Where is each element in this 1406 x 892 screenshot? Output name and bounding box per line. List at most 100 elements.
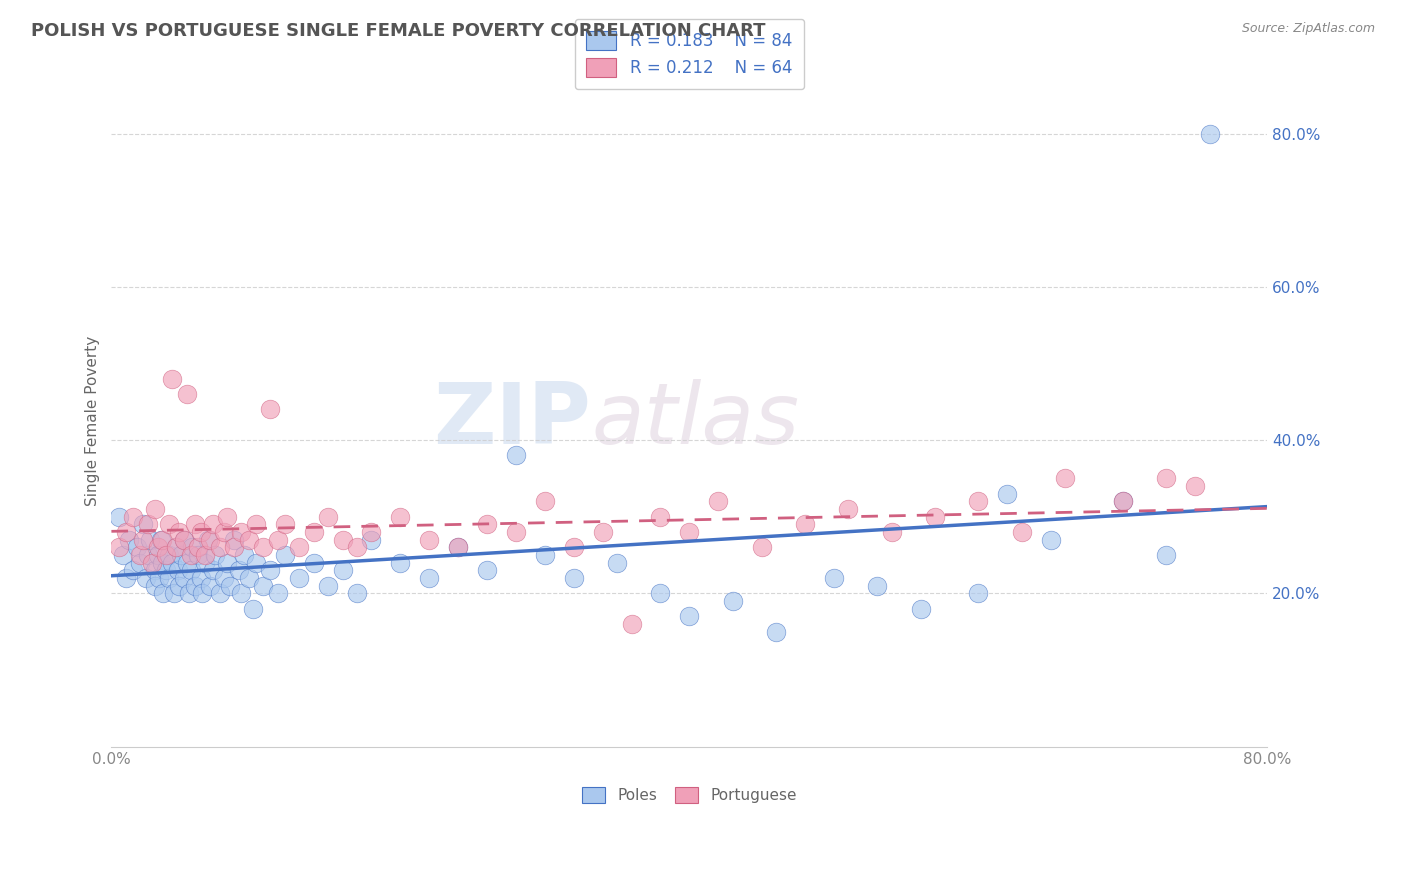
Point [259, 563, 281, 577]
Point [173, 571, 195, 585]
Point [302, 556, 325, 570]
Point [157, 571, 180, 585]
Point [1112, 494, 1135, 508]
Point [212, 571, 235, 585]
Point [534, 548, 557, 562]
Point [181, 541, 204, 555]
Point [346, 586, 368, 600]
Point [562, 541, 585, 555]
Point [127, 541, 149, 555]
Point [707, 494, 730, 508]
Point [1154, 548, 1177, 562]
Point [118, 533, 141, 547]
Point [332, 563, 354, 577]
Point [107, 541, 129, 555]
Point [187, 541, 209, 555]
Point [165, 541, 187, 555]
Point [228, 563, 250, 577]
Legend: Poles, Portuguese: Poles, Portuguese [574, 780, 804, 811]
Point [592, 525, 614, 540]
Point [170, 548, 193, 562]
Point [143, 563, 166, 577]
Point [967, 494, 990, 508]
Point [201, 517, 224, 532]
Point [150, 533, 173, 547]
Point [447, 541, 470, 555]
Point [1198, 127, 1220, 141]
Point [924, 509, 946, 524]
Point [389, 509, 412, 524]
Point [173, 533, 195, 547]
Point [204, 548, 226, 562]
Point [155, 548, 177, 562]
Point [157, 517, 180, 532]
Point [650, 509, 672, 524]
Point [167, 563, 190, 577]
Point [146, 548, 169, 562]
Point [198, 579, 221, 593]
Point [115, 571, 138, 585]
Point [238, 533, 260, 547]
Point [201, 563, 224, 577]
Point [346, 541, 368, 555]
Point [194, 548, 217, 562]
Point [418, 533, 440, 547]
Point [160, 372, 183, 386]
Point [160, 556, 183, 570]
Point [136, 548, 159, 562]
Point [187, 548, 209, 562]
Point [169, 525, 191, 540]
Point [721, 594, 744, 608]
Point [360, 525, 382, 540]
Point [224, 533, 246, 547]
Point [316, 579, 339, 593]
Point [252, 579, 274, 593]
Point [190, 571, 212, 585]
Point [678, 525, 700, 540]
Point [233, 548, 256, 562]
Point [274, 517, 297, 532]
Point [1154, 471, 1177, 485]
Point [242, 601, 264, 615]
Point [620, 617, 643, 632]
Point [866, 579, 889, 593]
Point [197, 533, 219, 547]
Point [1184, 479, 1206, 493]
Point [765, 624, 787, 639]
Point [505, 525, 527, 540]
Point [447, 541, 470, 555]
Point [180, 563, 202, 577]
Point [143, 502, 166, 516]
Point [302, 525, 325, 540]
Point [184, 579, 207, 593]
Point [179, 586, 201, 600]
Point [288, 541, 311, 555]
Point [139, 533, 162, 547]
Point [360, 533, 382, 547]
Point [122, 509, 145, 524]
Point [389, 556, 412, 570]
Point [332, 533, 354, 547]
Text: Source: ZipAtlas.com: Source: ZipAtlas.com [1241, 22, 1375, 36]
Point [162, 586, 184, 600]
Point [562, 571, 585, 585]
Point [152, 586, 174, 600]
Point [274, 548, 297, 562]
Point [1039, 533, 1062, 547]
Y-axis label: Single Female Poverty: Single Female Poverty [86, 336, 100, 506]
Point [505, 449, 527, 463]
Point [475, 517, 498, 532]
Point [132, 517, 155, 532]
Point [252, 541, 274, 555]
Point [208, 541, 231, 555]
Point [231, 525, 253, 540]
Point [176, 387, 198, 401]
Point [231, 586, 253, 600]
Point [475, 563, 498, 577]
Point [606, 556, 628, 570]
Point [190, 525, 212, 540]
Text: atlas: atlas [591, 379, 799, 462]
Point [238, 571, 260, 585]
Point [224, 541, 246, 555]
Point [823, 571, 845, 585]
